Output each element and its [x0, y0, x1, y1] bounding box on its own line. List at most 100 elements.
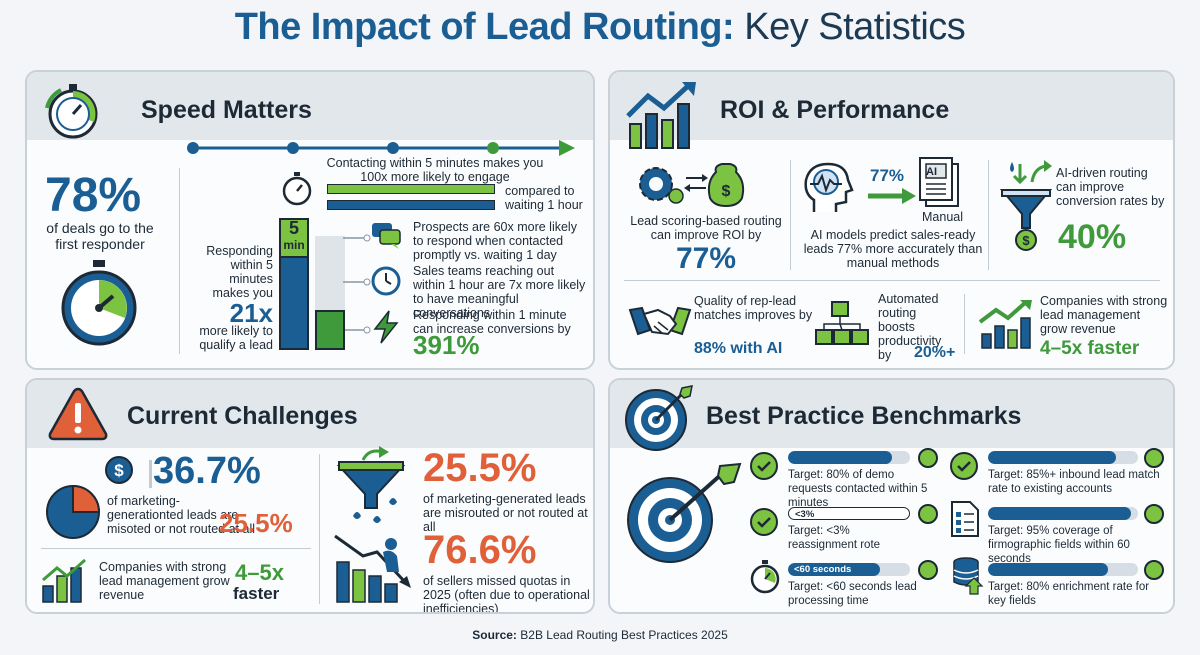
svg-text:$: $: [114, 461, 124, 480]
ch-revenue-value: 4–5x: [235, 560, 284, 585]
roi-heading: ROI & Performance: [720, 96, 950, 124]
benchmark-1-text: Target: 80% of demo requests contacted w…: [788, 469, 928, 509]
divider: [179, 168, 180, 354]
benchmark-2-fill: [988, 451, 1116, 464]
bar-5min-unit: min: [283, 238, 305, 252]
benchmark-1-bar: [788, 451, 910, 464]
stopwatch-small-icon: [282, 172, 312, 206]
stat3-text: of sellers missed quotas in 2025 (often …: [423, 574, 590, 614]
auto-text: Automated routing boosts productivity by: [878, 292, 942, 362]
benchmark-1-fill: [788, 451, 892, 464]
gear-money-icon: $: [639, 163, 745, 208]
responding-value: 21x: [229, 298, 273, 328]
scoring-text: Lead scoring-based routing can improve R…: [630, 214, 782, 242]
roi-panel: ROI & Performance $ Lead scoring-based r…: [608, 70, 1175, 370]
check-icon: [750, 508, 778, 536]
panel-header: [610, 380, 1173, 448]
stat2-text: of marketing-generated leads are misrout…: [423, 492, 588, 534]
divider: [964, 294, 965, 354]
bullet-1-text: Prospects are 60x more likely to respond…: [413, 220, 577, 262]
divider: [41, 548, 311, 549]
page-title: The Impact of Lead Routing: Key Statisti…: [0, 6, 1200, 49]
benchmark-2-bar: [988, 451, 1138, 464]
database-icon: [953, 557, 984, 595]
check-icon: [950, 452, 978, 480]
revenue-value: 4–5x faster: [1040, 338, 1140, 359]
benchmark-6-fill: [988, 563, 1108, 576]
match-value: 88% with AI: [694, 340, 783, 357]
checklist-icon: [951, 501, 979, 537]
manual-label: Manual: [922, 210, 963, 224]
benchmark-5-text: Target: <60 seconds lead processing time: [788, 581, 917, 607]
svg-text:$: $: [1022, 233, 1030, 248]
check-icon: [1144, 560, 1164, 580]
check-mark: [957, 461, 971, 472]
bar-green: [315, 310, 345, 350]
benchmark-4-bar: [988, 507, 1138, 520]
stopwatch-icon: [750, 560, 780, 594]
source-label: Source:: [472, 628, 517, 642]
ai-routing-value: 40%: [1058, 218, 1127, 256]
ai-pct: 77%: [870, 166, 905, 185]
benchmark-2-text: Target: 85%+ inbound lead match rate to …: [988, 469, 1160, 495]
timeline-arrow: [187, 140, 575, 156]
challenges-heading: Current Challenges: [127, 402, 358, 430]
benchmark-3-pill: <3%: [795, 509, 815, 520]
check-icon: [918, 560, 938, 580]
clock-icon: [371, 266, 401, 296]
divider: [988, 160, 989, 270]
connector-lines: [343, 234, 371, 334]
benchmark-6-text: Target: 80% enrichment rate for key fiel…: [988, 581, 1150, 607]
benchmark-6-bar: [988, 563, 1138, 576]
check-icon: [1144, 504, 1164, 524]
stat1-side: 25.5%: [219, 508, 293, 538]
stat3-value: 76.6%: [423, 528, 537, 572]
cubes-icon: [815, 301, 869, 345]
arrow-right-icon: [868, 188, 916, 204]
document-icon: [919, 157, 959, 207]
challenges-panel: Current Challenges $ 36.7% of marketing-…: [25, 378, 595, 614]
bullet-3-text: Responding within 1 minute can increase …: [413, 308, 571, 336]
benchmark-4-fill: [988, 507, 1131, 520]
ai-text: AI models predict sales-ready leads 77% …: [803, 228, 983, 270]
panel-header: [27, 380, 593, 448]
benchmark-5-fill: [788, 563, 880, 576]
dollar-pie-icon: $: [46, 456, 133, 539]
speed-matters-panel: Speed Matters 78% of deals go to the fir…: [25, 70, 595, 370]
ai-routing-text: AI-driven routing can improve conversion…: [1056, 166, 1165, 208]
title-main: The Impact of Lead Routing:: [234, 6, 735, 48]
scoring-value: 77%: [676, 242, 737, 275]
divider: [790, 160, 791, 270]
bar-5min-top: [279, 218, 309, 258]
bar-100x: [327, 184, 495, 194]
source-text: B2B Lead Routing Best Practices 2025: [520, 628, 728, 642]
deals-stat-value: 78%: [45, 169, 142, 222]
ai-brain-icon: [804, 162, 854, 212]
stat1-value: 36.7%: [153, 450, 261, 492]
benchmarks-panel: Best Practice Benchmarks Target: 80% of …: [608, 378, 1175, 614]
ch-revenue-suffix: faster: [233, 584, 280, 603]
contact-text: Contacting within 5 minutes makes you 10…: [326, 156, 544, 184]
svg-text:$: $: [722, 183, 731, 200]
speed-heading: Speed Matters: [141, 96, 312, 124]
divider: [319, 454, 320, 604]
bullet-2-text: Sales teams reaching out within 1 hour a…: [413, 264, 586, 320]
stat2-value: 25.5%: [423, 446, 537, 490]
responding-suffix: more likely to qualify a lead: [199, 324, 273, 352]
check-icon: [918, 448, 938, 468]
benchmark-5-pill: <60 seconds: [794, 564, 852, 575]
benchmark-4-text: Target: 95% coverage of firmographic fie…: [988, 525, 1130, 565]
growth-chart-icon: [626, 82, 696, 149]
responding-text: Responding within 5 minutes makes you: [206, 244, 273, 300]
funnel-leak-icon: [336, 446, 406, 523]
check-icon: [918, 504, 938, 524]
auto-value: 20%+: [914, 344, 956, 361]
growth-chart-icon: [42, 558, 86, 603]
check-mark: [757, 461, 771, 472]
warning-icon: [48, 387, 108, 441]
check-mark: [757, 517, 771, 528]
check-icon: [750, 452, 778, 480]
funnel-icon: $: [999, 160, 1053, 251]
bullet-3-value: 391%: [413, 330, 480, 360]
handshake-icon: [628, 306, 692, 336]
